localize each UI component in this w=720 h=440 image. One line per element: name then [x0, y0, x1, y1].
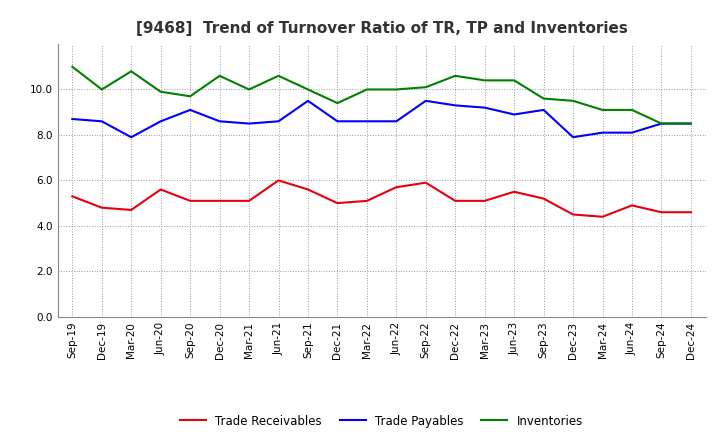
Trade Payables — [274, 119, 283, 124]
Trade Receivables — [127, 207, 135, 213]
Trade Receivables — [539, 196, 548, 201]
Inventories — [245, 87, 253, 92]
Inventories — [304, 87, 312, 92]
Trade Receivables — [421, 180, 430, 185]
Trade Payables — [598, 130, 607, 136]
Line: Inventories: Inventories — [72, 67, 691, 124]
Inventories — [569, 98, 577, 103]
Trade Receivables — [245, 198, 253, 203]
Trade Receivables — [687, 209, 696, 215]
Inventories — [127, 69, 135, 74]
Inventories — [657, 121, 666, 126]
Inventories — [156, 89, 165, 94]
Trade Payables — [569, 135, 577, 140]
Inventories — [97, 87, 106, 92]
Inventories — [451, 73, 459, 78]
Trade Payables — [687, 121, 696, 126]
Trade Payables — [245, 121, 253, 126]
Trade Payables — [657, 121, 666, 126]
Inventories — [480, 78, 489, 83]
Trade Receivables — [598, 214, 607, 220]
Trade Payables — [68, 116, 76, 121]
Inventories — [598, 107, 607, 113]
Inventories — [421, 84, 430, 90]
Inventories — [186, 94, 194, 99]
Trade Payables — [215, 119, 224, 124]
Trade Receivables — [569, 212, 577, 217]
Inventories — [274, 73, 283, 78]
Trade Payables — [539, 107, 548, 113]
Trade Receivables — [68, 194, 76, 199]
Trade Receivables — [333, 201, 342, 206]
Trade Receivables — [392, 185, 400, 190]
Inventories — [628, 107, 636, 113]
Inventories — [392, 87, 400, 92]
Trade Payables — [451, 103, 459, 108]
Trade Payables — [97, 119, 106, 124]
Legend: Trade Receivables, Trade Payables, Inventories: Trade Receivables, Trade Payables, Inven… — [176, 410, 588, 433]
Trade Payables — [304, 98, 312, 103]
Trade Receivables — [451, 198, 459, 203]
Trade Receivables — [304, 187, 312, 192]
Trade Payables — [421, 98, 430, 103]
Trade Receivables — [510, 189, 518, 194]
Inventories — [539, 96, 548, 101]
Trade Receivables — [97, 205, 106, 210]
Line: Trade Receivables: Trade Receivables — [72, 180, 691, 217]
Trade Payables — [333, 119, 342, 124]
Trade Receivables — [186, 198, 194, 203]
Inventories — [687, 121, 696, 126]
Trade Payables — [480, 105, 489, 110]
Trade Receivables — [480, 198, 489, 203]
Trade Payables — [392, 119, 400, 124]
Trade Receivables — [657, 209, 666, 215]
Trade Payables — [186, 107, 194, 113]
Trade Receivables — [628, 203, 636, 208]
Trade Payables — [127, 135, 135, 140]
Trade Receivables — [215, 198, 224, 203]
Trade Receivables — [363, 198, 372, 203]
Inventories — [510, 78, 518, 83]
Trade Receivables — [274, 178, 283, 183]
Trade Payables — [510, 112, 518, 117]
Inventories — [215, 73, 224, 78]
Trade Payables — [156, 119, 165, 124]
Inventories — [68, 64, 76, 70]
Inventories — [333, 100, 342, 106]
Trade Payables — [628, 130, 636, 136]
Trade Receivables — [156, 187, 165, 192]
Inventories — [363, 87, 372, 92]
Title: [9468]  Trend of Turnover Ratio of TR, TP and Inventories: [9468] Trend of Turnover Ratio of TR, TP… — [135, 21, 628, 36]
Trade Payables — [363, 119, 372, 124]
Line: Trade Payables: Trade Payables — [72, 101, 691, 137]
